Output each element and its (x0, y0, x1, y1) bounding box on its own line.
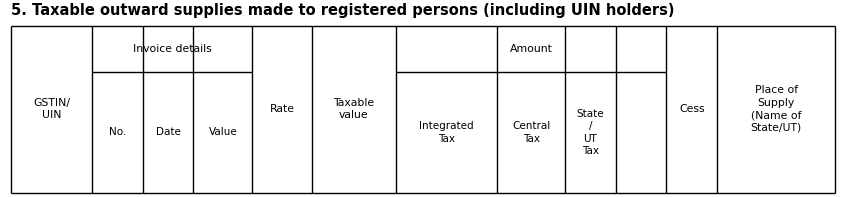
Text: Invoice details: Invoice details (133, 44, 211, 54)
Text: Cess: Cess (679, 104, 705, 114)
Text: Integrated
Tax: Integrated Tax (420, 121, 474, 144)
Text: No.: No. (109, 127, 126, 138)
Text: Central
Tax: Central Tax (512, 121, 551, 144)
Text: Value: Value (209, 127, 237, 138)
Text: Amount: Amount (510, 44, 552, 54)
Text: Date: Date (156, 127, 180, 138)
Text: GSTIN/
UIN: GSTIN/ UIN (32, 98, 70, 120)
Text: 5. Taxable outward supplies made to registered persons (including UIN holders): 5. Taxable outward supplies made to regi… (11, 3, 675, 18)
Text: Taxable
value: Taxable value (333, 98, 374, 120)
Text: Place of
Supply
(Name of
State/UT): Place of Supply (Name of State/UT) (751, 85, 802, 133)
Text: Rate: Rate (269, 104, 294, 114)
Text: State
/
UT
Tax: State / UT Tax (576, 109, 604, 156)
